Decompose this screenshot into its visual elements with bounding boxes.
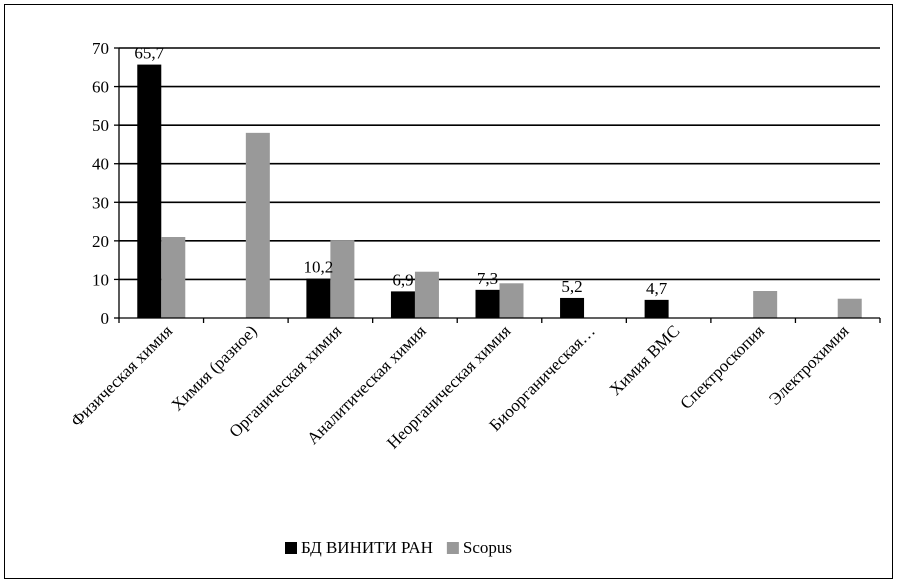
- bar: [137, 64, 162, 318]
- legend-swatch: [446, 542, 459, 554]
- bar: [644, 299, 669, 318]
- y-tick-label: 70: [92, 39, 109, 58]
- bar: [560, 297, 585, 318]
- bar: [161, 237, 186, 318]
- y-tick-labels: 0 10 20 30 40 50 60 70: [92, 39, 109, 328]
- y-tick-label: 30: [92, 193, 109, 212]
- x-tick-label: Химия ВМС: [606, 321, 684, 399]
- gridlines: [119, 47, 880, 281]
- data-label: 5,2: [561, 277, 582, 296]
- bar: [475, 289, 500, 318]
- bar: [390, 291, 415, 318]
- x-tick-label: Электрохимия: [765, 321, 852, 408]
- data-label: 4,7: [646, 279, 668, 298]
- bars: [137, 64, 862, 318]
- data-label: 6,9: [392, 270, 413, 289]
- legend-label: Scopus: [463, 538, 512, 557]
- x-tick-label: Спектроскопия: [676, 321, 768, 413]
- data-label: 7,3: [477, 269, 498, 288]
- bar: [753, 291, 778, 318]
- legend-label: БД ВИНИТИ РАН: [301, 538, 433, 557]
- y-tick-label: 50: [92, 116, 109, 135]
- y-tick-label: 0: [101, 309, 110, 328]
- data-label: 10,2: [304, 258, 334, 277]
- bar: [306, 278, 331, 318]
- bar: [245, 132, 270, 318]
- legend: БД ВИНИТИ РАН Scopus: [285, 538, 512, 557]
- y-tick-label: 60: [92, 78, 109, 97]
- x-tick-label: Химия (разное): [168, 321, 261, 414]
- y-tick-label: 20: [92, 232, 109, 251]
- bar: [414, 271, 439, 318]
- y-tick-label: 10: [92, 270, 109, 289]
- legend-swatch: [285, 542, 297, 554]
- data-labels: 65,7 10,2 6,9 7,3 5,2 4,7: [134, 44, 667, 298]
- data-label: 65,7: [134, 44, 164, 63]
- x-tick-label: Физическая химия: [67, 321, 176, 430]
- bar: [837, 298, 862, 318]
- bar: [499, 283, 524, 318]
- bar: [330, 240, 355, 318]
- axes: [114, 47, 881, 323]
- y-tick-label: 40: [92, 155, 109, 174]
